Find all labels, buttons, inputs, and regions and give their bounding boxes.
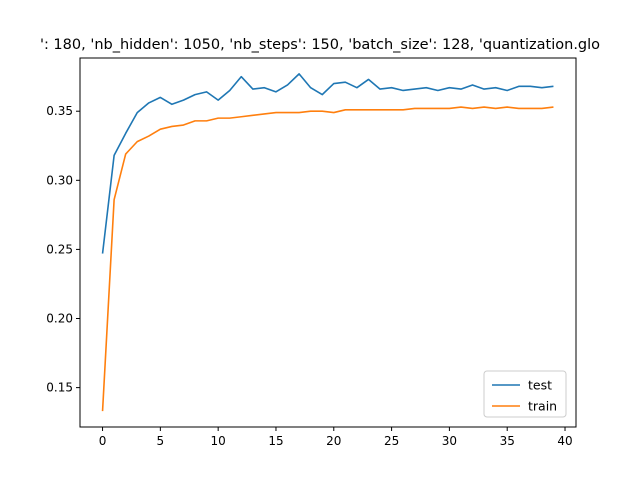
series-line-train: [101, 106, 554, 412]
x-tick-label: 40: [557, 434, 572, 448]
legend-label-train: train: [528, 399, 557, 414]
y-tick-label: 0.15: [46, 381, 73, 395]
y-tick-label: 0.20: [46, 312, 73, 326]
x-tick-label: 30: [442, 434, 457, 448]
series-line-test: [101, 73, 554, 254]
x-tick-label: 35: [500, 434, 515, 448]
plot-frame: [79, 57, 577, 428]
series-layer: [101, 73, 554, 412]
x-tick-label: 25: [384, 434, 399, 448]
x-tick-label: 20: [326, 434, 341, 448]
x-tick-label: 5: [157, 434, 165, 448]
y-tick-label: 0.25: [46, 242, 73, 256]
chart-title: ': 180, 'nb_hidden': 1050, 'nb_steps': 1…: [40, 37, 600, 53]
x-tick-label: 10: [211, 434, 226, 448]
y-tick-label: 0.30: [46, 173, 73, 187]
y-tick-label: 0.35: [46, 104, 73, 118]
x-tick-label: 0: [99, 434, 107, 448]
x-tick-label: 15: [268, 434, 283, 448]
legend-label-test: test: [528, 378, 552, 393]
legend: test train: [483, 370, 567, 418]
axes-layer: 0 5 10 15 20 25 30 35 40 0.15 0.20 0.25 0.30 0.35: [46, 57, 577, 448]
